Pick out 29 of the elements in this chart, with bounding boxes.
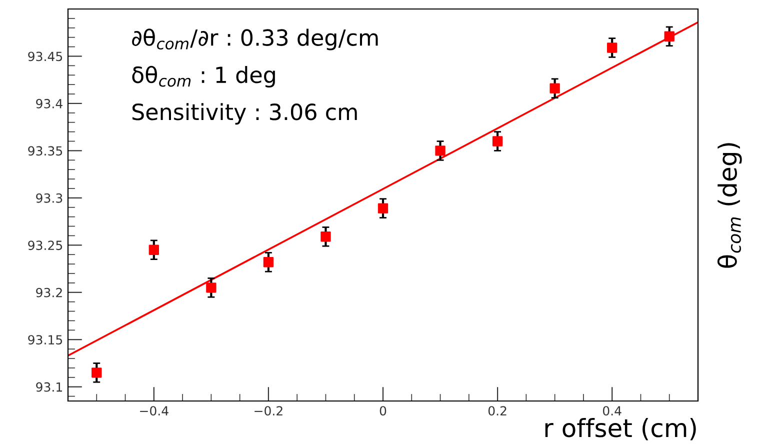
y-tick-label: 93.45 bbox=[28, 52, 62, 62]
x-tick-label: 0 bbox=[380, 406, 386, 416]
y-tick-label: 93.15 bbox=[28, 335, 62, 345]
x-tick-label: −0.2 bbox=[254, 406, 282, 416]
y-tick-label: 93.4 bbox=[36, 98, 62, 108]
y-tick-label: 93.2 bbox=[36, 288, 62, 298]
point bbox=[550, 83, 560, 94]
x-tick-label: −0.4 bbox=[140, 406, 168, 416]
annotation: ∂θ$_{com}$/∂r : 0.33 deg/cm bbox=[132, 28, 378, 50]
point bbox=[607, 42, 618, 53]
point bbox=[206, 282, 216, 293]
y-tick-label: 93.25 bbox=[28, 240, 62, 250]
y-tick-label: 93.1 bbox=[36, 382, 62, 392]
x-tick-label: 0.4 bbox=[602, 406, 622, 416]
point bbox=[492, 136, 503, 146]
y-axis-title: θ$_{com}$ (deg) bbox=[717, 143, 742, 268]
y-tick-label: 93.35 bbox=[28, 146, 62, 156]
x-tick-label: 0.2 bbox=[488, 406, 506, 416]
point bbox=[664, 31, 674, 42]
annotation: δθ$_{com}$ : 1 deg bbox=[132, 66, 275, 88]
point bbox=[92, 368, 102, 378]
point bbox=[378, 203, 388, 214]
point bbox=[320, 232, 331, 242]
point bbox=[435, 146, 446, 156]
point bbox=[263, 257, 274, 268]
annotation: Sensitivity : 3.06 cm bbox=[132, 103, 357, 125]
x-axis-title: r offset (cm) bbox=[545, 418, 696, 440]
point bbox=[148, 244, 159, 255]
y-tick-label: 93.3 bbox=[36, 193, 62, 203]
